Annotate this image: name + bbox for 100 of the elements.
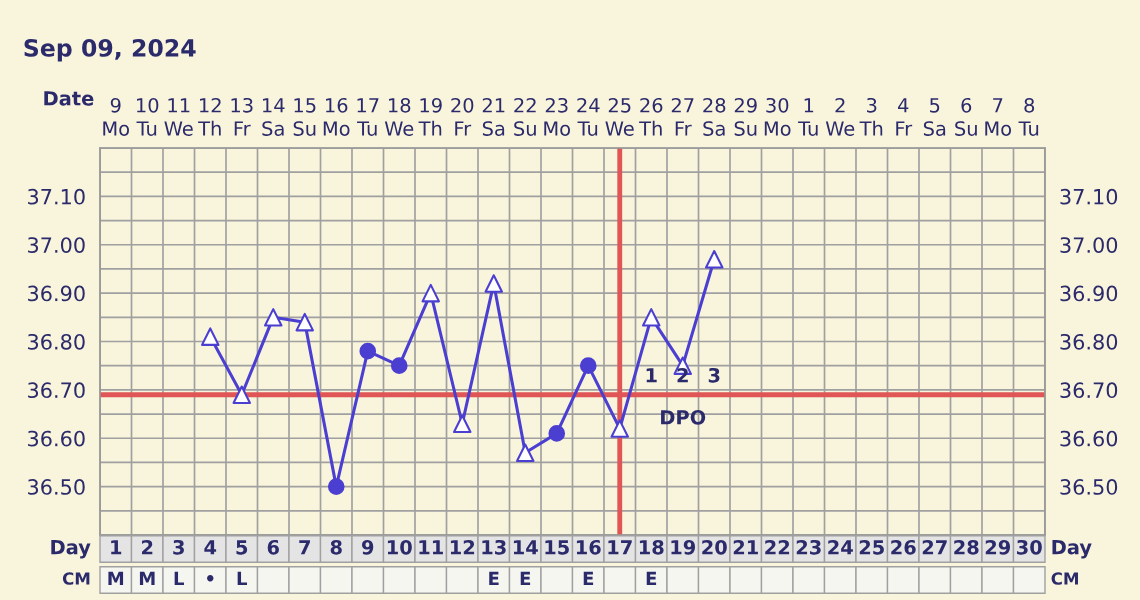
point <box>548 425 566 442</box>
text: E <box>489 571 499 585</box>
point <box>484 274 504 293</box>
x-tick-label: 2 <box>142 539 153 555</box>
y-tick-label: 37.00 <box>28 237 85 253</box>
x2-tick-label: 21 Sa <box>482 97 505 136</box>
x-tick-label: 5 <box>236 540 248 555</box>
x2-tick-label: 18 We <box>384 97 414 136</box>
x-tick-label: 18 <box>639 539 664 555</box>
y2-tick-label: 36.50 <box>1060 479 1118 495</box>
y-tick-label: 36.50 <box>28 479 85 495</box>
text: E <box>520 571 531 585</box>
x-tick-label: 16 <box>576 539 601 555</box>
y-tick-label: 36.80 <box>28 333 85 350</box>
x2-tick-label: 27 Fr <box>671 97 694 136</box>
x-tick-label: 7 <box>299 540 310 555</box>
point <box>232 385 252 404</box>
x2-tick-label: 26 Th <box>639 97 663 136</box>
x-tick-label: 29 <box>985 539 1011 555</box>
point <box>421 283 441 303</box>
x2-tick-label: 29 Su <box>734 97 757 136</box>
x2-tick-label: 9 Mo <box>103 97 130 136</box>
x-tick-label: 14 <box>513 540 538 555</box>
x2-axis-title: Date <box>44 91 94 106</box>
x2-tick-label: 2 We <box>825 97 855 136</box>
x2-tick-label: 7 Mo <box>985 98 1012 136</box>
x-tick-label: 13 <box>482 539 506 555</box>
x2-tick-label: 22 Su <box>514 97 536 136</box>
point <box>704 250 724 269</box>
annotation: DPO <box>661 409 706 425</box>
x2-tick-label: 3 Th <box>859 97 883 136</box>
text: CM <box>62 572 90 585</box>
y2-tick-label: 37.10 <box>1060 188 1118 205</box>
x2-tick-label: 13 Fr <box>231 97 253 136</box>
x-tick-label: 25 <box>859 539 884 555</box>
x-tick-label: 27 <box>922 539 947 555</box>
x-tick-label: 17 <box>608 540 632 555</box>
text: • <box>207 575 214 582</box>
text: CM <box>1051 572 1078 585</box>
x-tick-label: 24 <box>828 539 853 555</box>
point <box>295 312 315 332</box>
point <box>579 357 597 375</box>
x2-tick-label: 10 Tu <box>136 97 159 136</box>
point <box>359 342 377 360</box>
x-axis-title: Day <box>51 540 91 559</box>
y2-tick-label: 36.90 <box>1060 285 1118 302</box>
x2-tick-label: 1 Tu <box>798 98 818 136</box>
point <box>390 357 408 375</box>
x-tick-label: 10 <box>387 539 412 555</box>
x2-tick-label: 8 Tu <box>1018 97 1039 136</box>
y-tick-label: 37.10 <box>28 188 85 205</box>
x2-tick-label: 20 Fr <box>451 97 474 136</box>
x2-tick-label: 17 Tu <box>357 98 379 136</box>
x-tick-label: 26 <box>891 539 916 555</box>
x2-tick-label: 24 Tu <box>577 97 600 136</box>
x2-tick-label: 30 Mo <box>764 97 791 136</box>
x2-tick-label: 16 Mo <box>323 97 350 136</box>
point <box>263 308 283 327</box>
x2-tick-label: 11 We <box>164 98 193 136</box>
x2-tick-label: 25 We <box>605 97 634 136</box>
point <box>515 443 535 463</box>
annotation: 1 <box>646 368 657 383</box>
y2-tick-label: 36.70 <box>1060 382 1118 399</box>
x2-tick-label: 28 Sa <box>703 97 726 136</box>
chart-title: Sep 09, 2024 <box>24 38 196 62</box>
point <box>610 419 630 438</box>
y-tick-label: 36.90 <box>28 285 85 302</box>
annotation: 3 <box>708 367 720 383</box>
x-tick-label: 1 <box>111 540 122 555</box>
x2-tick-label: 15 Su <box>293 98 316 136</box>
text: E <box>583 571 594 585</box>
x-tick-label: 4 <box>204 540 217 555</box>
x2-tick-label: 14 Sa <box>262 98 285 136</box>
text: M <box>108 571 124 585</box>
point <box>452 414 472 433</box>
x-tick-label: 3 <box>173 539 184 555</box>
text: Day <box>1052 540 1092 559</box>
x-tick-label: 28 <box>954 539 979 555</box>
y2-tick-label: 36.80 <box>1060 333 1118 350</box>
x2-tick-label: 6 Su <box>955 97 977 136</box>
x-tick-label: 8 <box>330 539 342 555</box>
point <box>641 308 661 327</box>
x-tick-label: 30 <box>1017 539 1042 555</box>
x2-tick-label: 23 Mo <box>544 97 571 136</box>
x2-tick-label: 4 Fr <box>896 98 913 136</box>
text: L <box>237 571 248 585</box>
x2-tick-label: 19 Th <box>418 97 442 136</box>
x-tick-label: 23 <box>796 539 821 555</box>
y2-tick-label: 36.60 <box>1060 430 1118 447</box>
x-tick-label: 19 <box>671 539 696 555</box>
text: E <box>646 571 657 585</box>
x2-tick-label: 12 Th <box>198 97 221 136</box>
y-tick-label: 36.70 <box>28 382 85 399</box>
text: L <box>174 571 185 585</box>
point <box>327 478 345 495</box>
x-tick-label: 11 <box>419 540 443 555</box>
x2-tick-label: 5 Sa <box>923 98 946 136</box>
x-tick-label: 9 <box>361 539 374 555</box>
x-tick-label: 15 <box>545 540 569 555</box>
point <box>200 327 220 346</box>
